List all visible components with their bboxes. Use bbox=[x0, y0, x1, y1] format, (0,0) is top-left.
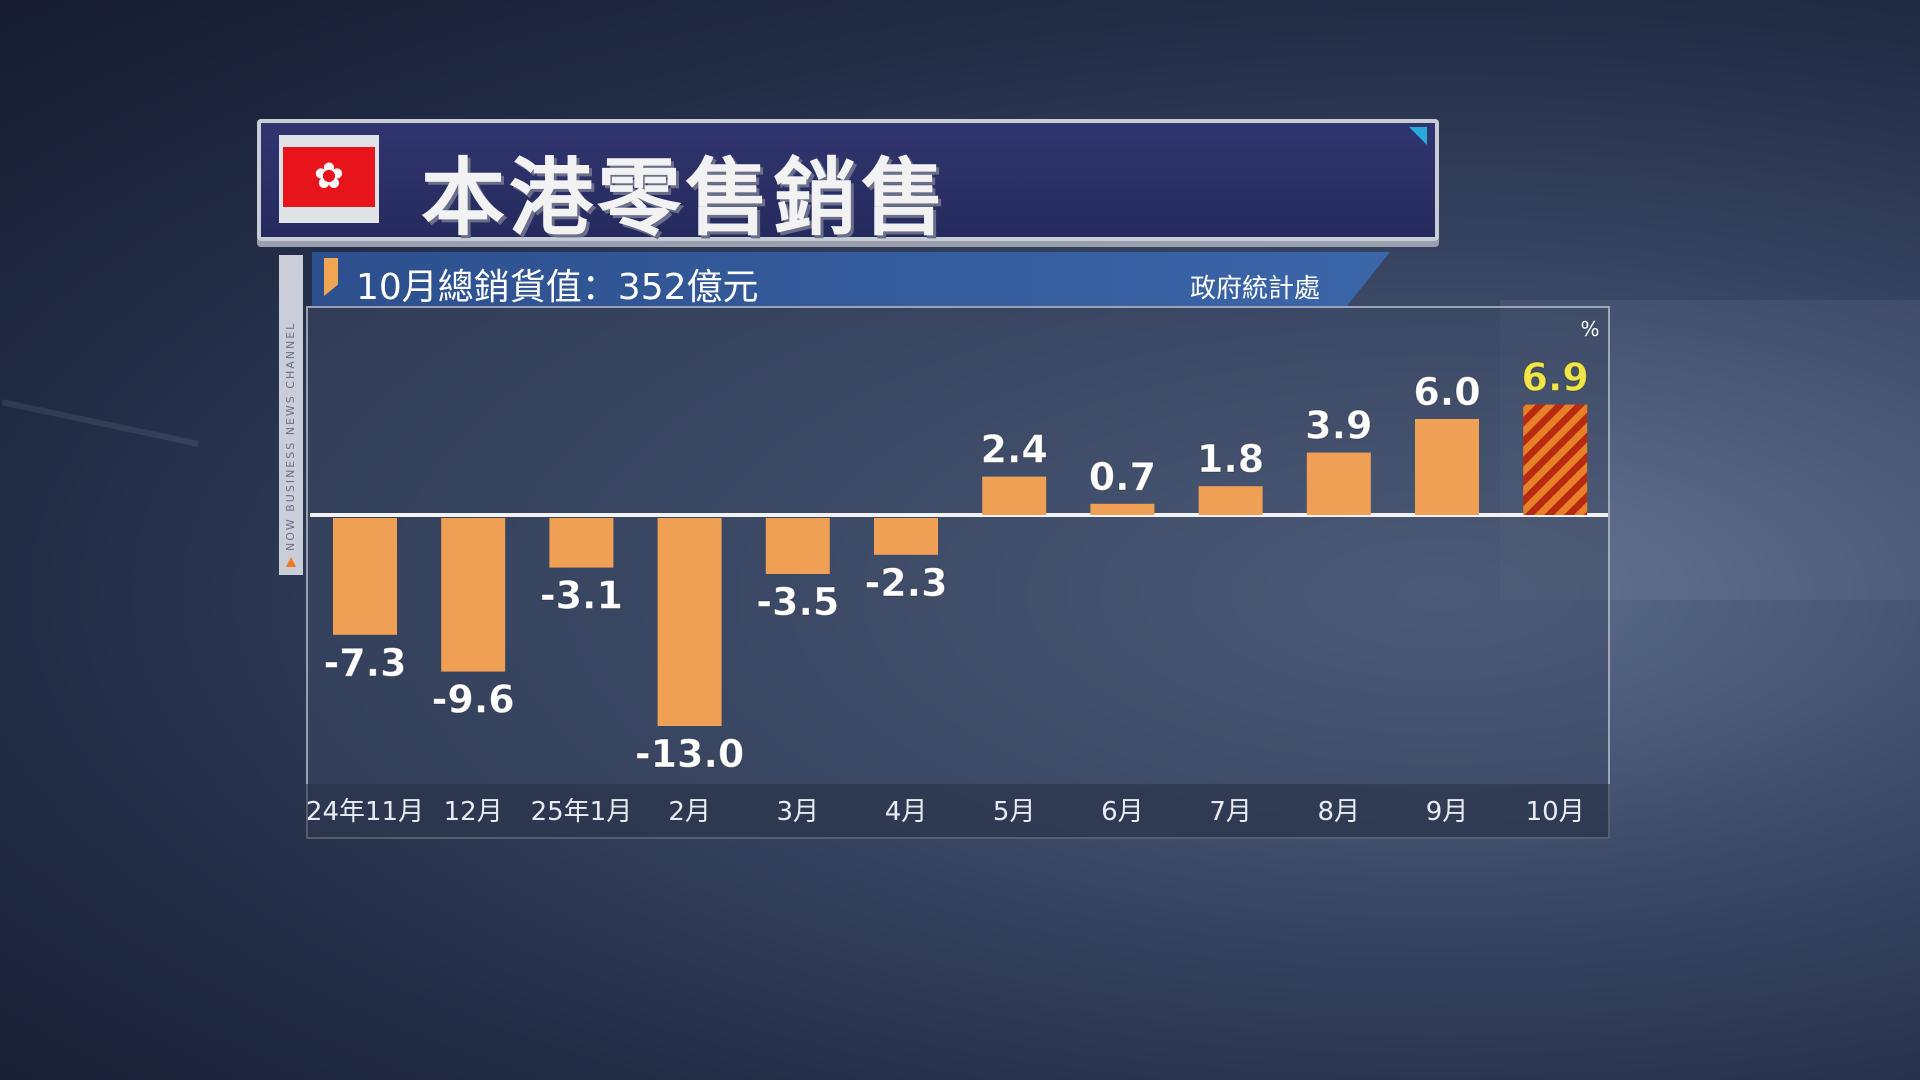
x-tick-label-9: 8月 bbox=[1318, 797, 1361, 827]
bar-9 bbox=[1306, 452, 1371, 515]
title-bar: ✿ 本港零售銷售 bbox=[257, 119, 1439, 247]
data-label-8: 1.8 bbox=[1197, 437, 1264, 481]
x-tick-label-6: 5月 bbox=[993, 797, 1036, 827]
bar-8 bbox=[1198, 486, 1263, 515]
subtitle-marker bbox=[324, 258, 338, 296]
bauhinia-icon: ✿ bbox=[283, 147, 375, 207]
subtitle: 10月總銷貨值：352億元 bbox=[356, 267, 759, 308]
data-label-6: 2.4 bbox=[981, 428, 1048, 472]
data-label-7: 0.7 bbox=[1089, 455, 1156, 499]
triangle-icon bbox=[286, 557, 296, 567]
bar-10 bbox=[1415, 419, 1479, 515]
channel-strip: NOW BUSINESS NEWS CHANNEL bbox=[279, 255, 303, 575]
x-tick-label-5: 4月 bbox=[885, 797, 928, 827]
x-tick-label-0: 24年11月 bbox=[306, 797, 424, 827]
x-tick-label-2: 25年1月 bbox=[531, 797, 633, 827]
source-label: 政府統計處 bbox=[1189, 274, 1320, 304]
data-label-2: -3.1 bbox=[540, 574, 623, 618]
x-tick-label-3: 2月 bbox=[668, 797, 711, 827]
data-label-9: 3.9 bbox=[1305, 404, 1372, 448]
unit-label: % bbox=[1580, 317, 1599, 341]
bar-2 bbox=[549, 518, 614, 568]
x-tick-label-11: 10月 bbox=[1526, 797, 1585, 827]
data-label-4: -3.5 bbox=[756, 580, 839, 624]
x-axis-band bbox=[306, 784, 1610, 839]
x-tick-label-7: 6月 bbox=[1101, 797, 1144, 827]
bar-3 bbox=[657, 518, 722, 726]
bar-7 bbox=[1090, 503, 1155, 515]
bar-5 bbox=[874, 518, 938, 555]
data-label-1: -9.6 bbox=[432, 678, 515, 722]
page-title: 本港零售銷售 bbox=[421, 149, 950, 247]
x-tick-label-8: 7月 bbox=[1209, 797, 1252, 827]
data-label-5: -2.3 bbox=[864, 561, 947, 605]
bar-4 bbox=[765, 518, 830, 574]
x-tick-label-4: 3月 bbox=[777, 797, 820, 827]
bar-6 bbox=[982, 476, 1047, 515]
bar-11 bbox=[1523, 404, 1588, 515]
bar-1 bbox=[441, 518, 506, 672]
data-label-11: 6.9 bbox=[1522, 356, 1589, 400]
bar-0 bbox=[333, 518, 397, 635]
x-tick-label-1: 12月 bbox=[444, 797, 503, 827]
data-label-0: -7.3 bbox=[323, 641, 406, 685]
subtitle-bar: 10月總銷貨值：352億元 政府統計處 bbox=[312, 252, 1390, 306]
data-label-3: -13.0 bbox=[635, 732, 745, 776]
hong-kong-flag: ✿ bbox=[279, 135, 379, 223]
x-tick-label-10: 9月 bbox=[1426, 797, 1469, 827]
data-label-10: 6.0 bbox=[1413, 370, 1480, 414]
corner-marker bbox=[1409, 127, 1427, 145]
